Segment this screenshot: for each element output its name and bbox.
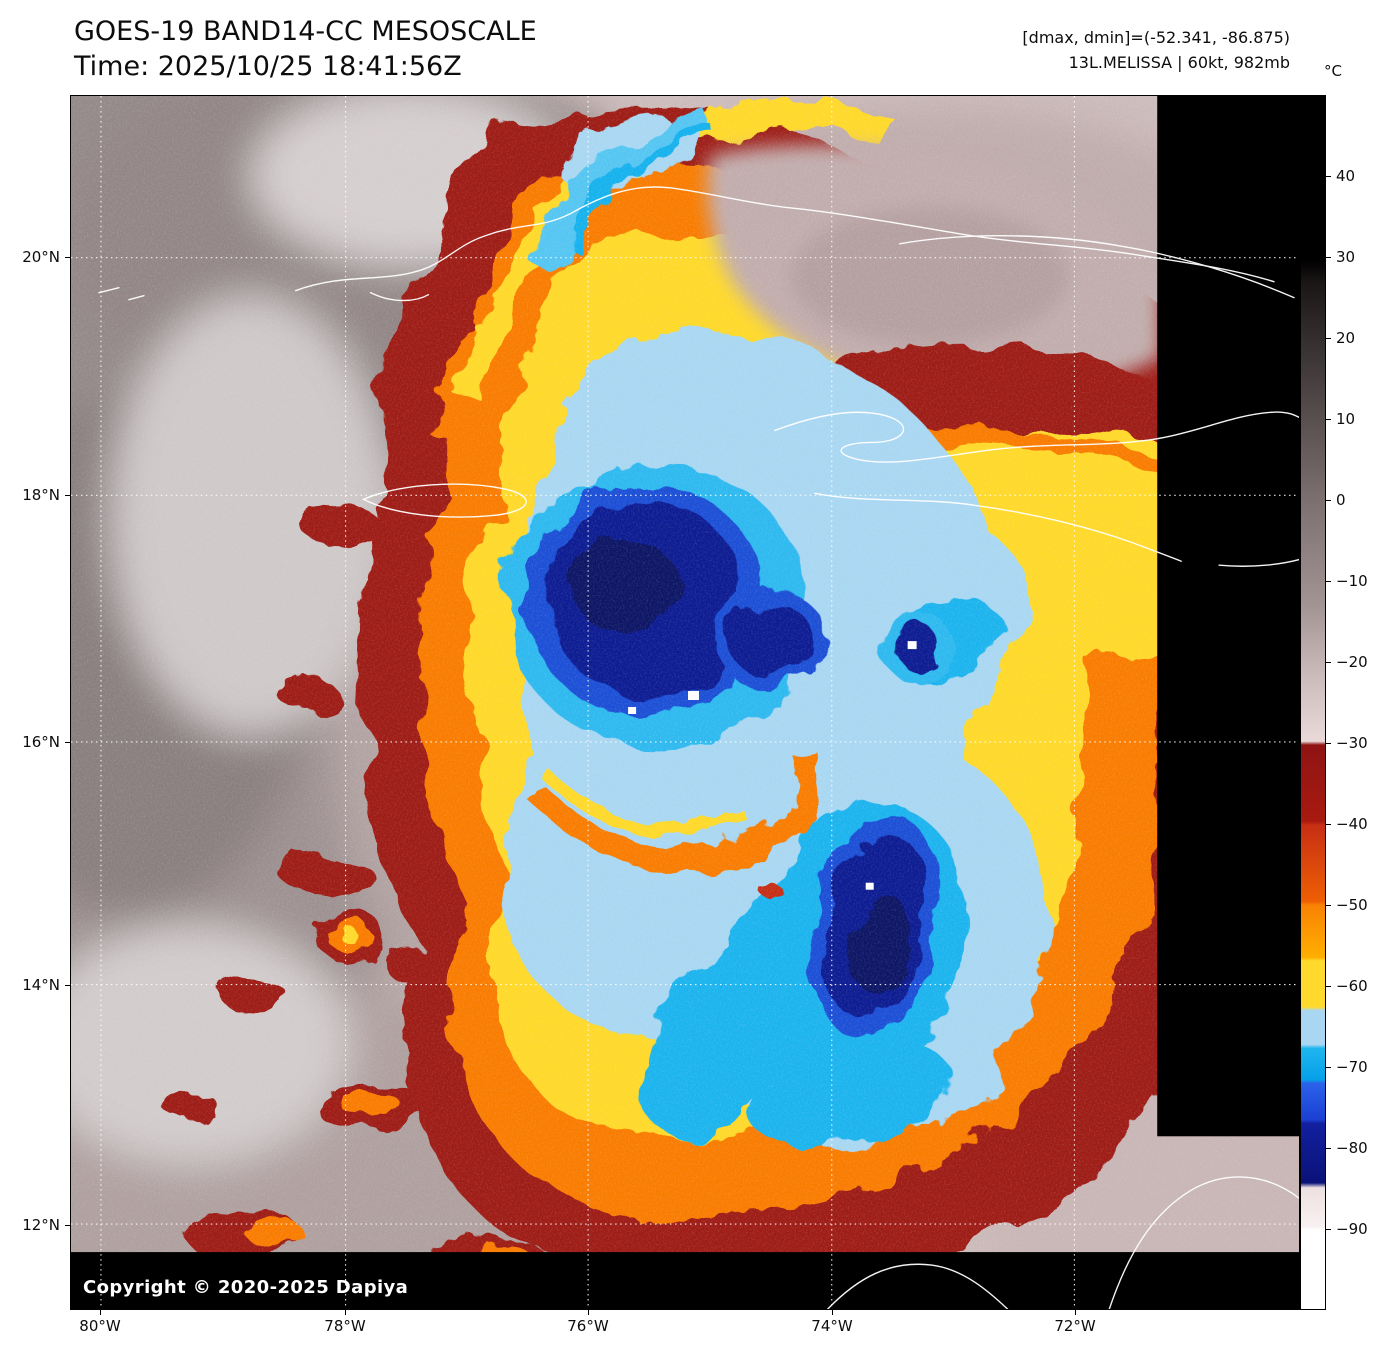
axis-tick-mark [65,742,70,743]
colorbar-tick-label: 20 [1336,329,1356,347]
copyright-label: Copyright © 2020-2025 Dapiya [83,1277,409,1298]
lat-axis-label: 12°N [22,1215,60,1234]
axis-tick-mark [1326,500,1331,501]
lat-axis-label: 14°N [22,975,60,994]
time-label: Time: 2025/10/25 18:41:56Z [74,51,462,82]
lon-axis-label: 74°W [811,1317,853,1335]
lat-axis-label: 18°N [22,485,60,504]
axis-tick-mark [1326,419,1331,420]
axis-tick-mark [65,257,70,258]
colorbar-tick-label: −30 [1336,734,1368,752]
lon-axis-label: 72°W [1054,1317,1096,1335]
axis-tick-mark [1326,581,1331,582]
axis-tick-mark [1326,824,1331,825]
colorbar-tick-label: −10 [1336,572,1368,590]
axis-tick-mark [1326,257,1331,258]
axis-tick-mark [832,1310,833,1315]
colorbar [1300,95,1326,1310]
axis-tick-mark [65,1225,70,1226]
colorbar-tick-label: −20 [1336,653,1368,671]
axis-tick-mark [345,1310,346,1315]
axis-tick-mark [1326,176,1331,177]
noise-texture [71,96,1299,1309]
storm-info-label: 13L.MELISSA | 60kt, 982mb [1068,53,1290,72]
colorbar-gradient [1301,96,1325,1309]
colorbar-tick-label: 40 [1336,167,1356,185]
no-data-strip [1157,96,1299,1137]
lon-axis-label: 78°W [324,1317,366,1335]
colorbar-tick-label: −90 [1336,1220,1368,1238]
axis-tick-mark [1075,1310,1076,1315]
axis-tick-mark [1326,338,1331,339]
colorbar-tick-label: 30 [1336,248,1356,266]
colorbar-tick-label: −40 [1336,815,1368,833]
colorbar-tick-label: −50 [1336,896,1368,914]
axis-tick-mark [1326,905,1331,906]
lon-axis-label: 80°W [79,1317,121,1335]
axis-tick-mark [1326,743,1331,744]
axis-tick-mark [588,1310,589,1315]
dmax-dmin-label: [dmax, dmin]=(-52.341, -86.875) [1022,28,1290,47]
colorbar-tick-label: −60 [1336,977,1368,995]
lat-axis-label: 16°N [22,732,60,751]
axis-tick-mark [65,495,70,496]
y-axis: 20°N 18°N 16°N 14°N 12°N [0,95,64,1310]
axis-tick-mark [1326,1229,1331,1230]
colorbar-tick-label: −70 [1336,1058,1368,1076]
axis-tick-mark [1326,986,1331,987]
colorbar-unit-label: °C [1324,62,1342,80]
axis-tick-mark [1326,1148,1331,1149]
colorbar-tick-label: −80 [1336,1139,1368,1157]
axis-tick-mark [65,985,70,986]
satellite-art [71,96,1299,1309]
axis-tick-mark [1326,662,1331,663]
bottom-black-band [71,1252,1299,1309]
x-axis: 80°W 78°W 76°W 74°W 72°W [70,1317,1300,1343]
axis-tick-mark [1326,1067,1331,1068]
colorbar-ticks: 40 30 20 10 0 −10 −20 −30 −40 −50 −60 −70 −80 −90 [1336,95,1388,1310]
coastlines [98,186,1299,1309]
colorbar-tick-label: 10 [1336,410,1356,428]
lon-axis-label: 76°W [567,1317,609,1335]
axis-tick-mark [100,1310,101,1315]
colorbar-tick-label: 0 [1336,491,1346,509]
satellite-image: Copyright © 2020-2025 Dapiya [70,95,1300,1310]
page-title: GOES-19 BAND14-CC MESOSCALE [74,16,537,47]
lat-axis-label: 20°N [22,247,60,266]
